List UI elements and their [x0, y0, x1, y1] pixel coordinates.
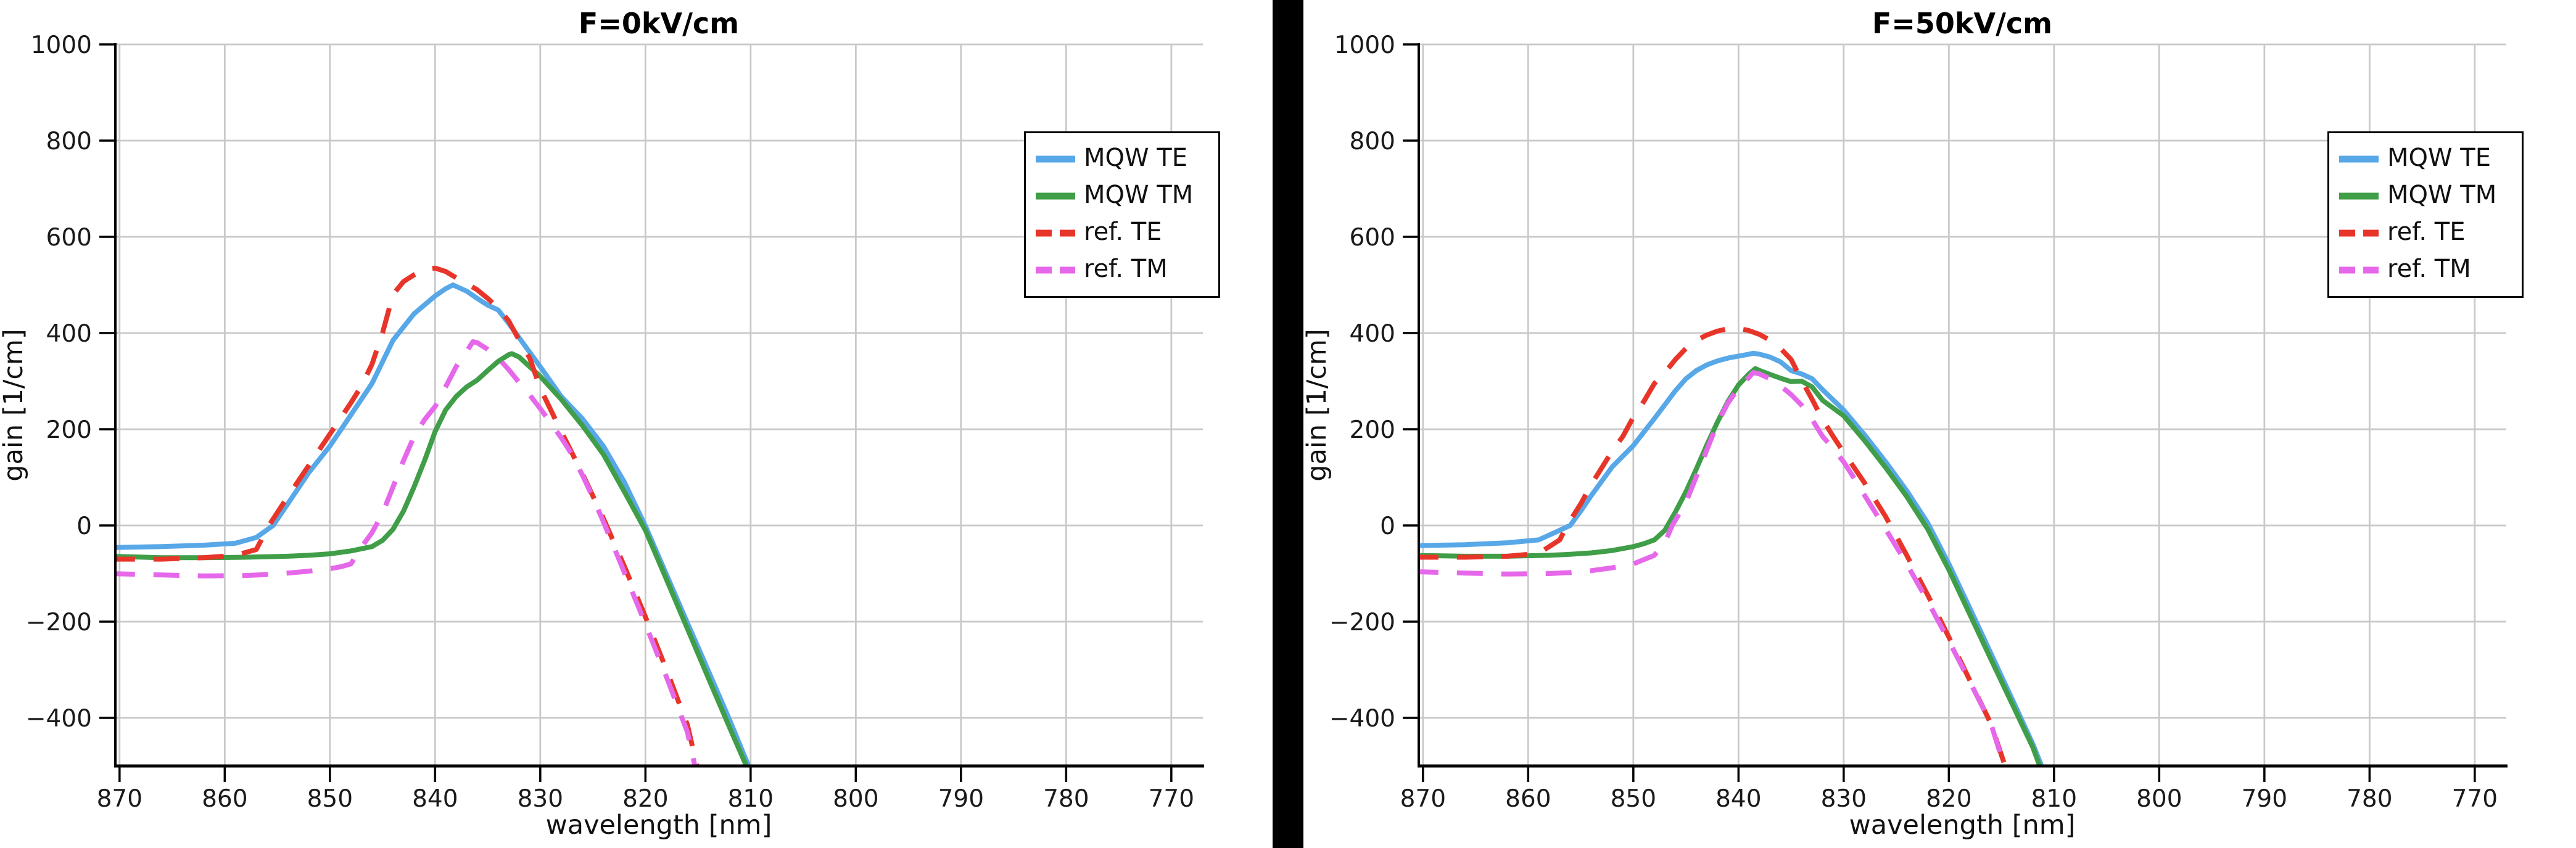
x-tick-label: 810 [2031, 785, 2077, 813]
x-tick-label: 820 [1926, 785, 1971, 813]
x-tick-label: 780 [1043, 785, 1089, 813]
x-tick-label: 800 [2136, 785, 2182, 813]
curve-ref-tm [115, 339, 698, 766]
y-tick-label: −200 [1329, 609, 1395, 636]
x-axis-label-f0: wavelength [nm] [546, 810, 772, 841]
legend-item-mqw-tm: MQW TM [1026, 178, 1218, 215]
plot-canvas-f50: 870 860 850 840 830 820 810 800 790 780 770 1000 800… [1303, 7, 2508, 841]
x-tick-label: 820 [622, 785, 668, 813]
x-tick-label: 860 [1505, 785, 1551, 813]
legend-label-ref-te: ref. TE [1084, 218, 1162, 246]
y-tick-label: 0 [1380, 513, 1395, 540]
x-tick-label: 800 [833, 785, 878, 813]
curve-ref-te [1419, 325, 2008, 766]
x-tick-label: 850 [1611, 785, 1656, 813]
legend-swatch-mqw-tm [2339, 192, 2379, 200]
plot-generated-f0: 870 860 850 840 830 820 810 800 790 780 770 1000 800… [26, 31, 1204, 813]
legend-swatch-ref-te [1036, 229, 1075, 237]
curve-mqw-tm [1419, 366, 2042, 766]
legend-item-mqw-tm: MQW TM [2329, 178, 2522, 215]
curve-mqw-te [1419, 350, 2044, 766]
y-axis-label-f50: gain [1/cm] [1303, 329, 1332, 481]
legend-swatch-mqw-te [1036, 155, 1075, 163]
y-tick-label: 1000 [1334, 31, 1395, 59]
x-tick-label: 790 [2242, 785, 2287, 813]
x-tick-label: 770 [1149, 785, 1194, 813]
y-tick-label: 400 [46, 320, 92, 348]
y-tick-label: 200 [1350, 416, 1395, 444]
legend-swatch-ref-tm [1036, 266, 1075, 274]
y-tick-label: 800 [1350, 128, 1395, 155]
legend-swatch-mqw-tm [1036, 192, 1075, 200]
x-tick-label: 830 [1821, 785, 1867, 813]
plot-title-f0: F=0kV/cm [579, 7, 739, 40]
legend-label-ref-tm: ref. TM [2387, 255, 2471, 283]
legend-label-mqw-tm: MQW TM [1084, 181, 1194, 209]
x-tick-label: 870 [1400, 785, 1446, 813]
y-tick-label: 200 [46, 416, 92, 444]
legend-f0: MQW TE MQW TM ref. TE ref. TM [1024, 131, 1220, 298]
y-tick-label: −400 [1329, 705, 1395, 733]
x-tick-label: 840 [1715, 785, 1761, 813]
legend-item-ref-tm: ref. TM [1026, 252, 1218, 289]
legend-label-ref-tm: ref. TM [1084, 255, 1168, 283]
y-axis-label-f0: gain [1/cm] [0, 329, 29, 481]
legend-label-mqw-te: MQW TE [2387, 144, 2491, 172]
legend-item-ref-te: ref. TE [2329, 215, 2522, 252]
panel-f50: 870 860 850 840 830 820 810 800 790 780 770 1000 800… [1303, 0, 2576, 848]
legend-label-mqw-tm: MQW TM [2387, 181, 2497, 209]
panel-separator [1273, 0, 1303, 848]
curve-ref-tm [1419, 370, 2007, 766]
x-tick-label: 830 [518, 785, 563, 813]
legend-swatch-ref-te [2339, 229, 2379, 237]
curve-mqw-te [115, 282, 751, 766]
plot-generated-f50: 870 860 850 840 830 820 810 800 790 780 770 1000 800… [1329, 31, 2508, 813]
legend-swatch-mqw-te [2339, 155, 2379, 163]
y-tick-label: 600 [46, 224, 92, 252]
legend-item-mqw-te: MQW TE [1026, 141, 1218, 178]
x-tick-label: 770 [2452, 785, 2498, 813]
x-tick-label: 840 [412, 785, 458, 813]
y-tick-label: 0 [76, 513, 92, 540]
panel-f0: 870 860 850 840 830 820 810 800 790 780 770 1000 800… [0, 0, 1273, 848]
x-tick-label: 810 [728, 785, 774, 813]
x-tick-label: 780 [2347, 785, 2392, 813]
y-tick-label: −200 [26, 609, 92, 636]
x-tick-label: 860 [202, 785, 247, 813]
y-tick-label: 400 [1350, 320, 1395, 348]
legend-swatch-ref-tm [2339, 266, 2379, 274]
legend-item-ref-tm: ref. TM [2329, 252, 2522, 289]
legend-item-ref-te: ref. TE [1026, 215, 1218, 252]
x-tick-label: 790 [938, 785, 984, 813]
plot-title-f50: F=50kV/cm [1872, 7, 2052, 40]
legend-f50: MQW TE MQW TM ref. TE ref. TM [2327, 131, 2524, 298]
y-tick-label: 1000 [31, 31, 92, 59]
y-tick-label: 800 [46, 128, 92, 155]
curve-ref-te [115, 265, 700, 766]
legend-item-mqw-te: MQW TE [2329, 141, 2522, 178]
curve-mqw-tm [115, 351, 749, 766]
plot-canvas-f0: 870 860 850 840 830 820 810 800 790 780 770 1000 800… [0, 7, 1204, 841]
y-tick-label: −400 [26, 705, 92, 733]
legend-label-ref-te: ref. TE [2387, 218, 2466, 246]
x-tick-label: 850 [307, 785, 353, 813]
y-tick-label: 600 [1350, 224, 1395, 252]
x-tick-label: 870 [97, 785, 142, 813]
x-axis-label-f50: wavelength [nm] [1849, 810, 2076, 841]
legend-label-mqw-te: MQW TE [1084, 144, 1187, 172]
